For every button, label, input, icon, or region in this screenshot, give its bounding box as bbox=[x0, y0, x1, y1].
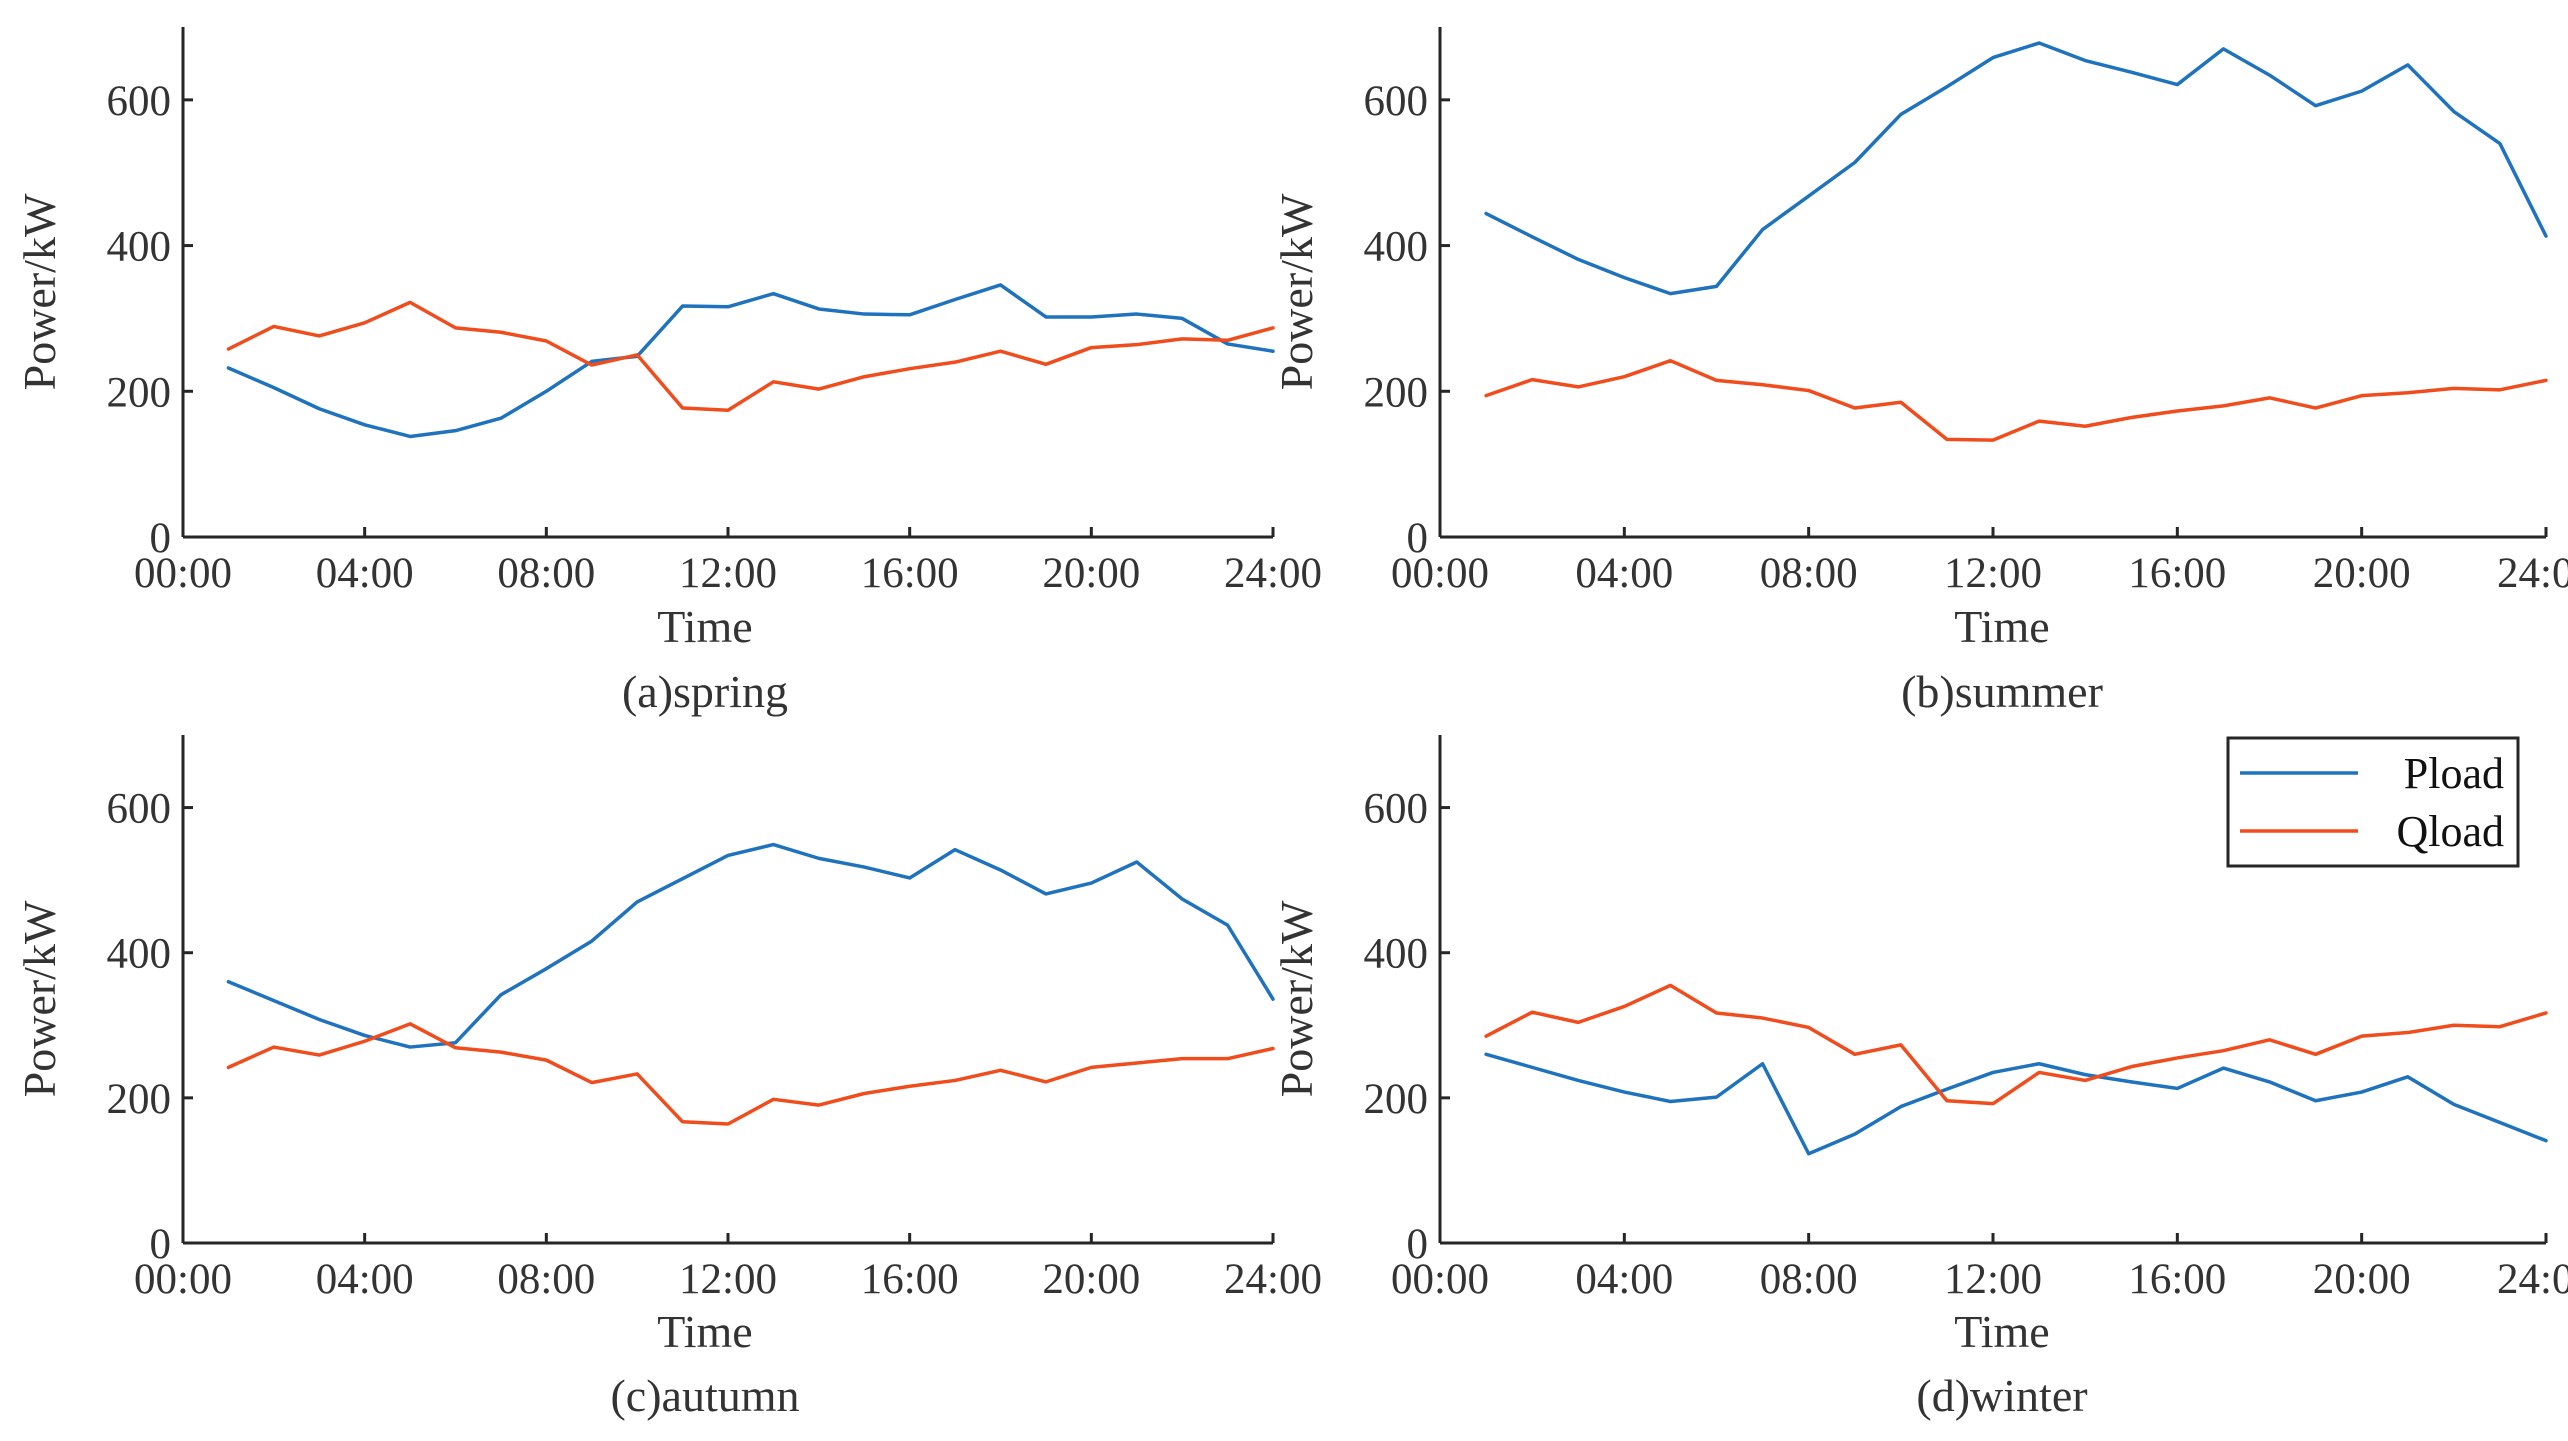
x-axis-title: Time bbox=[1954, 601, 2049, 652]
series-line-qload bbox=[1484, 983, 2548, 1106]
legend: Pload Qload bbox=[2226, 736, 2520, 868]
series-line-qload bbox=[226, 1022, 1275, 1126]
series-line-pload bbox=[1484, 1052, 2548, 1156]
chart-caption: (c)autumn bbox=[610, 1370, 799, 1421]
x-tick-label: 04:00 bbox=[1575, 550, 1673, 597]
x-tick-label: 16:00 bbox=[2128, 1256, 2226, 1303]
x-tick-label: 04:00 bbox=[316, 550, 414, 597]
series-line-qload bbox=[226, 300, 1275, 412]
x-tick-label: 24:00 bbox=[1224, 550, 1322, 597]
series-line-pload bbox=[1484, 41, 2548, 296]
x-tick-label: 04:00 bbox=[1575, 1256, 1673, 1303]
y-tick-label: 400 bbox=[107, 224, 172, 271]
x-axis-title: Time bbox=[657, 1306, 752, 1357]
chart-caption: (d)winter bbox=[1916, 1370, 2087, 1421]
x-tick-label: 20:00 bbox=[2313, 1256, 2411, 1303]
x-tick-label: 00:00 bbox=[134, 1256, 232, 1303]
x-tick-label: 16:00 bbox=[861, 1256, 959, 1303]
chart-caption: (b)summer bbox=[1901, 666, 2103, 717]
x-tick-label: 24:00 bbox=[2497, 550, 2568, 597]
x-tick-label: 20:00 bbox=[2313, 550, 2411, 597]
x-axis-title: Time bbox=[657, 601, 752, 652]
y-axis-title: Power/kW bbox=[14, 193, 65, 390]
x-tick-label: 12:00 bbox=[679, 1256, 777, 1303]
x-tick-label: 00:00 bbox=[134, 550, 232, 597]
chart-caption: (a)spring bbox=[622, 666, 788, 717]
x-tick-label: 08:00 bbox=[1760, 550, 1858, 597]
x-tick-label: 16:00 bbox=[2128, 550, 2226, 597]
x-tick-label: 12:00 bbox=[1944, 550, 2042, 597]
x-tick-label: 08:00 bbox=[497, 550, 595, 597]
x-axis-title: Time bbox=[1954, 1306, 2049, 1357]
chart-panel-1: 0 200 400 600 00:00 04:00 08:00 12:00 16:00 20:00… bbox=[14, 27, 1322, 717]
legend-label-pload: Pload bbox=[2404, 749, 2504, 798]
x-tick-label: 08:00 bbox=[1760, 1256, 1858, 1303]
y-axis-title: Power/kW bbox=[1271, 193, 1322, 390]
y-tick-label: 200 bbox=[107, 369, 172, 416]
x-tick-label: 12:00 bbox=[679, 550, 777, 597]
x-tick-label: 12:00 bbox=[1944, 1256, 2042, 1303]
legend-label-qload: Qload bbox=[2396, 807, 2504, 856]
y-tick-label: 600 bbox=[1364, 78, 1429, 125]
y-tick-label: 200 bbox=[107, 1076, 172, 1123]
y-tick-label: 0 bbox=[150, 1221, 172, 1268]
series-line-pload bbox=[226, 283, 1275, 439]
y-tick-label: 200 bbox=[1364, 369, 1429, 416]
chart-panel-4: 0 200 400 600 00:00 04:00 08:00 12:00 16:00 20:00… bbox=[1271, 735, 2568, 1421]
x-tick-label: 00:00 bbox=[1391, 1256, 1489, 1303]
legend-box bbox=[2226, 736, 2520, 868]
y-tick-label: 600 bbox=[107, 78, 172, 125]
y-tick-label: 0 bbox=[1407, 515, 1429, 562]
series-line-pload bbox=[226, 842, 1275, 1049]
y-tick-label: 200 bbox=[1364, 1076, 1429, 1123]
x-tick-label: 00:00 bbox=[1391, 550, 1489, 597]
x-tick-label: 20:00 bbox=[1042, 1256, 1140, 1303]
y-tick-label: 0 bbox=[1407, 1221, 1429, 1268]
y-tick-label: 0 bbox=[150, 515, 172, 562]
y-axis-title: Power/kW bbox=[14, 900, 65, 1097]
chart-panel-2: 0 200 400 600 00:00 04:00 08:00 12:00 16:00 20:00… bbox=[1271, 27, 2568, 717]
y-tick-label: 600 bbox=[1364, 786, 1429, 833]
x-tick-label: 04:00 bbox=[316, 1256, 414, 1303]
x-tick-label: 08:00 bbox=[497, 1256, 595, 1303]
y-axis-title: Power/kW bbox=[1271, 900, 1322, 1097]
x-tick-label: 16:00 bbox=[861, 550, 959, 597]
x-tick-label: 20:00 bbox=[1042, 550, 1140, 597]
chart-panel-3: 0 200 400 600 00:00 04:00 08:00 12:00 16:00 20:00… bbox=[14, 735, 1322, 1421]
x-tick-label: 24:00 bbox=[2497, 1256, 2568, 1303]
x-tick-label: 24:00 bbox=[1224, 1256, 1322, 1303]
y-tick-label: 400 bbox=[1364, 224, 1429, 271]
series-line-qload bbox=[1484, 358, 2548, 442]
y-tick-label: 400 bbox=[107, 931, 172, 978]
y-tick-label: 400 bbox=[1364, 931, 1429, 978]
y-tick-label: 600 bbox=[107, 786, 172, 833]
